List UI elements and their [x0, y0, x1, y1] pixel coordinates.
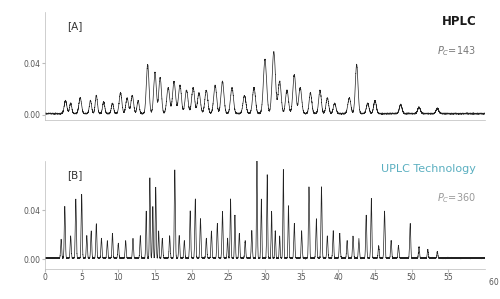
Text: $P_C$=360: $P_C$=360 [437, 191, 476, 205]
Text: UPLC Technology: UPLC Technology [382, 164, 476, 174]
Text: $P_C$=143: $P_C$=143 [438, 44, 476, 58]
Text: [B]: [B] [67, 170, 82, 180]
Text: 60 min: 60 min [490, 278, 500, 287]
Text: [A]: [A] [67, 21, 82, 30]
Text: HPLC: HPLC [442, 15, 476, 28]
